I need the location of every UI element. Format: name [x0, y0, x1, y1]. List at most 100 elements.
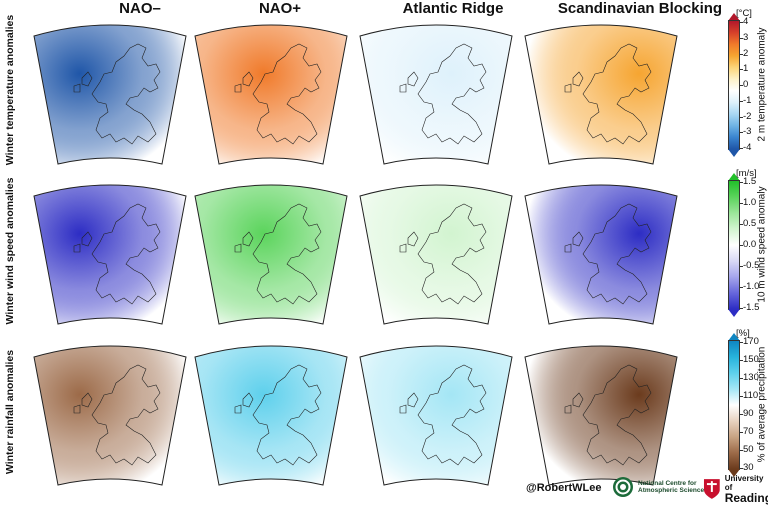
map-panel-wind-4: [521, 178, 681, 328]
map-panel-rainfall-3: [356, 339, 516, 489]
colorbar-tickmark: [740, 414, 743, 415]
colorbar-unit-temperature: [°C]: [736, 8, 752, 19]
colorbar-tickmark: [740, 396, 743, 397]
colorbar-extend-top: [728, 173, 740, 181]
colorbar-tickmark: [740, 378, 743, 379]
map-panel-wind-3: [356, 178, 516, 328]
colorbar-tickmark: [740, 203, 743, 204]
column-title-scandinavian-blocking: Scandinavian Blocking: [557, 0, 723, 17]
map-panel-rainfall-1: [30, 339, 190, 489]
colorbar-tick-label: 1: [743, 63, 749, 75]
coastline: [73, 43, 161, 145]
colorbar-tickmark: [740, 432, 743, 433]
colorbar-tick-label: 0.5: [743, 218, 757, 229]
colorbar-label-temperature: 2 m temperature anomaly: [756, 27, 768, 142]
map-frame: [524, 345, 678, 486]
reading-logo: University of Reading: [703, 474, 768, 504]
author-handle: @RobertWLee: [526, 482, 602, 494]
map-frame: [359, 345, 513, 486]
colorbar-tick-label: 130: [743, 372, 759, 383]
colorbar-tick-label: 2: [743, 47, 749, 59]
coastline: [73, 364, 161, 466]
reading-text-bottom: Reading: [724, 491, 768, 505]
coastline: [564, 364, 652, 466]
colorbar-tickmark: [740, 37, 743, 39]
anomaly-field: [195, 185, 347, 324]
anomaly-field: [525, 346, 677, 485]
anomaly-field: [360, 185, 512, 324]
column-title-nao-plus: NAO+: [258, 0, 302, 17]
reading-text: University of Reading: [725, 474, 768, 504]
anomaly-field: [360, 346, 512, 485]
colorbar-tickmark: [740, 148, 743, 149]
colorbar-tick-label: 4: [743, 16, 749, 27]
coastline: [234, 364, 322, 466]
colorbar-tick-label: -4: [743, 142, 752, 153]
colorbar-tick-label: -3: [743, 126, 752, 138]
map-panel-wind-1: [30, 178, 190, 328]
colorbar-tick-label: 170: [743, 336, 759, 347]
map-panel-temperature-3: [356, 18, 516, 168]
colorbar-tickmark: [740, 308, 743, 309]
reading-crest-icon: [703, 479, 720, 499]
anomaly-field: [34, 185, 186, 324]
map-panel-temperature-4: [521, 18, 681, 168]
map-frame: [359, 184, 513, 325]
colorbar-tick-label: -0.5: [743, 260, 760, 271]
colorbar-extend-top: [728, 13, 740, 21]
row-label-temperature: Winter temperature anomalies: [4, 14, 16, 166]
map-panel-wind-2: [191, 178, 351, 328]
anomaly-field: [34, 346, 186, 485]
map-frame: [194, 345, 348, 486]
colorbar-tick-label: 150: [743, 354, 759, 365]
colorbar-tick-label: -1: [743, 94, 752, 106]
column-title-atlantic-ridge: Atlantic Ridge: [402, 0, 504, 17]
map-frame: [524, 184, 678, 325]
colorbar-wind: [728, 180, 740, 310]
colorbar-tickmark: [740, 182, 743, 183]
colorbar-tickmark: [740, 266, 743, 267]
map-frame: [194, 24, 348, 165]
colorbar-tick-label: 110: [743, 390, 759, 401]
colorbar-tickmark: [740, 100, 743, 102]
map-panel-temperature-1: [30, 18, 190, 168]
map-panel-rainfall-2: [191, 339, 351, 489]
coastline: [234, 203, 322, 305]
colorbar-extend-bottom: [728, 469, 740, 477]
colorbar-tick-label: 0: [743, 79, 749, 90]
colorbar-label-wind: 10 m wind speed anomaly: [756, 186, 768, 303]
colorbar-tick-label: -1.0: [743, 281, 760, 292]
colorbar-tickmark: [740, 22, 743, 23]
anomaly-field: [525, 185, 677, 324]
colorbar-tickmark: [740, 450, 743, 451]
map-frame: [33, 345, 187, 486]
colorbar-extend-top: [728, 333, 740, 341]
colorbar-tick-label: 30: [743, 462, 754, 473]
colorbar-label-rainfall: % of average precipitation: [756, 346, 768, 463]
colorbar-extend-bottom: [728, 309, 740, 317]
colorbar-tickmark: [740, 245, 743, 246]
anomaly-field: [34, 25, 186, 164]
row-label-wind: Winter wind speed anomalies: [4, 177, 16, 325]
map-frame: [524, 24, 678, 165]
map-panel-rainfall-4: [521, 339, 681, 489]
reading-text-top: University of: [724, 474, 764, 492]
colorbar-tick-label: -2: [743, 110, 752, 122]
ncas-logo: National Centre for Atmospheric Science: [612, 476, 718, 498]
colorbar-temperature: [728, 20, 740, 150]
map-panel-temperature-2: [191, 18, 351, 168]
colorbar-tickmark: [740, 224, 743, 225]
coastline: [234, 43, 322, 145]
ncas-swirl-icon: [613, 477, 633, 497]
colorbar-tick-label: -1.5: [743, 302, 760, 313]
map-frame: [33, 24, 187, 165]
colorbar-tickmark: [740, 468, 743, 469]
column-title-nao-minus: NAO–: [119, 0, 161, 17]
colorbar-rainfall: [728, 340, 740, 470]
colorbar-tickmark: [740, 360, 743, 361]
colorbar-tick-label: 1.0: [743, 197, 757, 208]
colorbar-tickmark: [740, 342, 743, 343]
colorbar-unit-wind: [m/s]: [736, 168, 757, 179]
coastline: [399, 364, 487, 466]
colorbar-tickmark: [740, 132, 743, 134]
